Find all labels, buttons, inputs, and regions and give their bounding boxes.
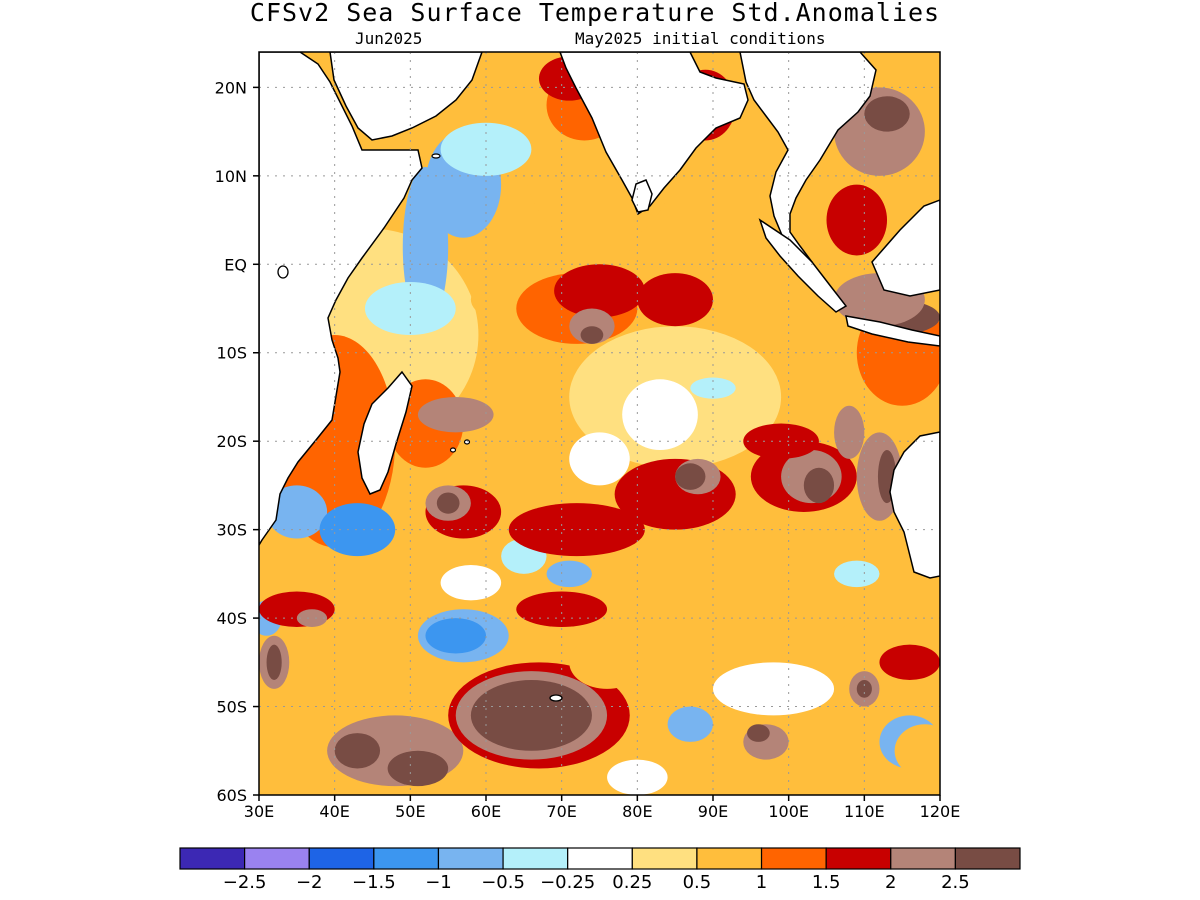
borneo-island xyxy=(871,199,940,297)
madagascar-island xyxy=(357,370,413,495)
colorbar-label: 0.5 xyxy=(683,872,712,893)
socotra-island xyxy=(431,153,441,159)
lon-tick-label: 120E xyxy=(920,802,961,821)
sumatra-island xyxy=(758,218,848,313)
lat-tick-label: 10N xyxy=(215,167,247,186)
anomaly-patch xyxy=(826,184,888,256)
anomaly-patch xyxy=(747,724,770,742)
anomaly-patch xyxy=(864,96,910,132)
anomaly-patch xyxy=(879,644,940,681)
lat-tick-label: 50S xyxy=(216,698,247,717)
anomaly-patch xyxy=(387,750,449,787)
colorbar-swatch xyxy=(631,847,698,870)
colorbar: −2.5 −2 −1.5 −1 −0.5 −0.25 0.25 0.5 1 1.5 2 2.5 xyxy=(179,847,1021,893)
colorbar-swatch xyxy=(825,847,892,870)
colorbar-swatch xyxy=(179,847,246,870)
anomaly-patch xyxy=(667,706,713,742)
forecast-month: Jun2025 xyxy=(355,29,423,48)
anomaly-patch xyxy=(296,609,328,627)
australia-landmass xyxy=(889,431,940,579)
anomaly-patch xyxy=(675,463,706,490)
anomaly-patch xyxy=(334,733,381,769)
anomaly-patch xyxy=(289,662,381,716)
anomaly-patch xyxy=(607,759,668,795)
colorbar-label: −0.25 xyxy=(540,872,595,893)
colorbar-label: −1 xyxy=(425,872,452,893)
anomaly-patch xyxy=(637,273,714,327)
anomaly-patch xyxy=(894,724,940,778)
lon-tick-label: 70E xyxy=(546,802,576,821)
mauritius-island xyxy=(463,439,471,445)
anomaly-patch xyxy=(417,396,494,433)
arabia-landmass xyxy=(329,52,483,141)
colorbar-swatch xyxy=(696,847,763,870)
anomaly-patch xyxy=(856,680,872,698)
india-landmass xyxy=(559,52,749,216)
anomaly-patch xyxy=(834,560,880,588)
chart-title: CFSv2 Sea Surface Temperature Std.Anomal… xyxy=(249,0,941,27)
lat-tick-label: 30S xyxy=(216,521,247,540)
lat-tick-label: 20S xyxy=(216,432,247,451)
colorbar-swatch xyxy=(244,847,310,870)
colorbar-swatch xyxy=(308,847,375,870)
plot-frame xyxy=(258,51,941,796)
anomaly-patch xyxy=(569,635,645,689)
colorbar-swatch xyxy=(502,847,569,870)
colorbar-swatch xyxy=(954,847,1021,870)
colorbar-swatch xyxy=(567,847,633,870)
africa-landmass xyxy=(259,52,423,547)
lon-tick-label: 40E xyxy=(319,802,349,821)
anomaly-patch xyxy=(834,405,865,459)
colorbar-swatch xyxy=(760,847,827,870)
lat-tick-label: 20N xyxy=(215,78,247,97)
anomaly-patch xyxy=(440,565,502,601)
anomaly-patch xyxy=(516,591,608,627)
anomaly-patch xyxy=(266,644,282,681)
kerguelen-island xyxy=(549,694,563,702)
anomaly-patch xyxy=(546,560,592,588)
anomaly-patch xyxy=(743,423,819,459)
anomaly-patch xyxy=(266,485,328,539)
initial-conditions-label: May2025 initial conditions xyxy=(575,29,826,48)
colorbar-label: −2.5 xyxy=(223,872,267,893)
colorbar-label: 1.5 xyxy=(812,872,841,893)
colorbar-label: −1.5 xyxy=(352,872,396,893)
lon-tick-label: 50E xyxy=(395,802,425,821)
anomaly-patch xyxy=(622,379,698,451)
colorbar-label: −0.5 xyxy=(481,872,525,893)
anomaly-patch xyxy=(319,503,396,557)
lon-tick-label: 110E xyxy=(844,802,885,821)
anomaly-patch xyxy=(580,326,604,344)
colorbar-swatch xyxy=(437,847,504,870)
lon-tick-label: 30E xyxy=(244,802,274,821)
anomaly-patch xyxy=(569,432,630,486)
lat-tick-label: 40S xyxy=(216,609,247,628)
colorbar-label: 0.25 xyxy=(612,872,652,893)
colorbar-label: −2 xyxy=(296,872,323,893)
lon-tick-label: 90E xyxy=(698,802,728,821)
java-island xyxy=(845,315,940,347)
lat-tick-label: EQ xyxy=(224,255,247,274)
anomaly-patch xyxy=(803,467,835,504)
small-island xyxy=(277,265,289,279)
lon-tick-label: 80E xyxy=(622,802,652,821)
colorbar-label: 2 xyxy=(885,872,896,893)
anomaly-patch xyxy=(713,662,835,716)
reunion-island xyxy=(449,447,457,453)
lat-tick-label: 60S xyxy=(216,786,247,805)
anomaly-patch xyxy=(425,618,486,654)
lon-tick-label: 100E xyxy=(768,802,809,821)
anomaly-patch xyxy=(554,264,645,318)
lon-tick-label: 60E xyxy=(471,802,501,821)
anomaly-patch xyxy=(470,680,592,751)
colorbar-label: 2.5 xyxy=(941,872,970,893)
colorbar-swatch xyxy=(890,847,956,870)
colorbar-label: 1 xyxy=(756,872,767,893)
colorbar-swatch xyxy=(373,847,440,870)
anomaly-patch xyxy=(436,492,460,514)
anomaly-patch xyxy=(508,503,645,557)
lat-tick-label: 10S xyxy=(216,344,247,363)
